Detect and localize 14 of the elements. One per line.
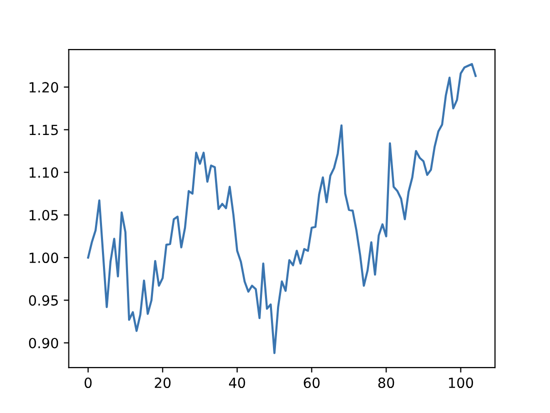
y-tick-label: 0.90 [29,338,58,348]
y-tick-label: 1.20 [30,82,58,93]
x-tick-label: 60 [304,378,320,388]
y-tick-label: 1.10 [30,167,58,178]
x-tick-label: 20 [154,378,171,388]
line-series [87,63,477,354]
x-tick-label: 40 [229,378,246,388]
y-tick-label: 1.05 [30,210,58,220]
x-tick-label: 100 [448,378,474,388]
x-tick-label: 0 [84,378,92,388]
y-tick-label: 1.15 [30,124,58,136]
x-tick-label: 80 [378,378,394,388]
y-tick-label: 0.95 [29,295,58,306]
y-tick-label: 1.00 [30,252,58,264]
